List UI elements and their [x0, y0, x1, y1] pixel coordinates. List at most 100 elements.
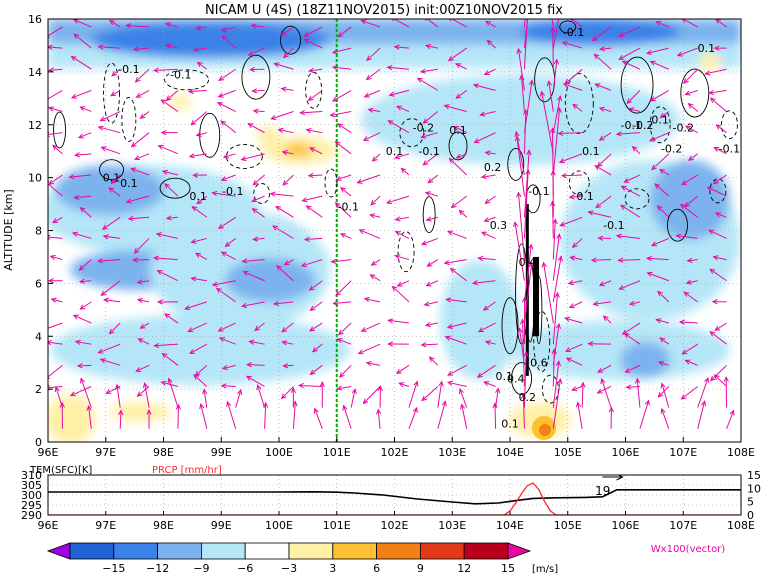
- wind-vector: [166, 90, 179, 101]
- colorbar-tick-label: −6: [237, 562, 253, 575]
- wind-vector-head: [74, 152, 81, 158]
- wind-vector-head: [615, 233, 622, 239]
- wind-vector-head: [680, 394, 687, 400]
- wind-vector: [709, 89, 727, 94]
- wind-vector: [591, 259, 612, 261]
- wind-vector: [48, 174, 63, 185]
- wind-vector: [654, 183, 670, 197]
- wind-vector: [361, 20, 381, 28]
- wind-vector-head: [394, 154, 401, 160]
- wind-vector: [515, 131, 525, 176]
- wind-vector: [572, 103, 583, 112]
- shade-orange-12: [284, 143, 312, 157]
- wind-vector: [332, 89, 352, 102]
- wind-vector-head: [657, 391, 664, 398]
- x-tick-label: 104E: [496, 446, 524, 459]
- wind-vector: [343, 405, 352, 429]
- wind-vector: [714, 147, 727, 155]
- wind-vector: [138, 338, 150, 345]
- wind-vector: [196, 26, 207, 30]
- wind-vector-head: [313, 407, 319, 414]
- wind-vector: [188, 322, 208, 332]
- wind-vector: [616, 235, 640, 239]
- wind-vector-head: [269, 191, 276, 197]
- wind-vector: [271, 111, 294, 120]
- wind-vector-head: [357, 349, 364, 355]
- wind-vector: [100, 358, 121, 366]
- wind-vector-head: [365, 360, 372, 367]
- wind-vector: [48, 26, 63, 37]
- wind-vector-head: [485, 20, 492, 26]
- lower-x-tick-label: 101E: [323, 519, 351, 532]
- wind-vector: [221, 35, 237, 49]
- wind-vector: [485, 21, 496, 28]
- wind-vector: [55, 387, 63, 408]
- wind-vector-head: [199, 403, 205, 410]
- x-tick-label: 102E: [381, 446, 409, 459]
- wind-vector: [484, 216, 496, 222]
- wind-vector-head: [623, 177, 630, 183]
- wind-vector-head: [528, 79, 535, 86]
- wind-vector-head: [681, 180, 688, 186]
- wind-vector: [333, 301, 352, 304]
- wind-vector: [226, 401, 237, 429]
- wind-vector: [597, 153, 612, 167]
- wind-vector-head: [648, 136, 655, 142]
- wind-vector: [394, 46, 409, 49]
- lower-x-tick-label: 105E: [554, 519, 582, 532]
- wind-vector: [461, 404, 468, 429]
- wind-vector: [270, 193, 294, 197]
- wind-vector: [336, 174, 352, 181]
- wind-vector: [421, 343, 438, 346]
- wind-vector: [660, 111, 670, 118]
- wind-vector-head: [133, 155, 141, 161]
- wind-vector-head: [395, 368, 402, 375]
- wind-vector-head: [339, 233, 347, 238]
- wind-vector: [335, 280, 352, 296]
- wind-vector-head: [568, 194, 575, 200]
- wind-vector: [137, 299, 150, 303]
- lower-x-tick-label: 103E: [438, 519, 466, 532]
- wind-vector-head: [301, 197, 308, 203]
- wind-vector: [483, 381, 496, 387]
- wind-vector-head: [651, 164, 657, 171]
- wind-vector-head: [420, 342, 427, 348]
- wind-vector: [216, 287, 236, 303]
- wind-vector: [221, 251, 236, 261]
- contour-label: -0.1: [563, 26, 584, 39]
- contour-label: -0.1: [603, 219, 624, 232]
- wind-vector-head: [567, 280, 574, 286]
- wind-vector-head: [683, 291, 690, 297]
- wind-vector: [495, 388, 499, 408]
- wind-vector-head: [516, 47, 522, 54]
- wind-vector-head: [136, 279, 143, 285]
- wind-vector-head: [211, 190, 218, 197]
- wind-vector: [520, 75, 525, 112]
- wind-vector-head: [202, 388, 208, 395]
- wind-vector: [102, 216, 121, 230]
- wind-vector-head: [460, 403, 466, 410]
- wind-vector-head: [412, 406, 418, 413]
- contour-label: -0.1: [338, 201, 359, 214]
- wind-vector-head: [443, 104, 450, 110]
- wind-vector-head: [618, 32, 625, 37]
- wind-vector: [78, 132, 92, 139]
- wind-vector: [619, 47, 641, 60]
- wind-vector-head: [676, 51, 683, 57]
- colorbar-tick-label: −15: [102, 562, 125, 575]
- contour-label: -0.2: [673, 121, 694, 134]
- wind-vector: [137, 280, 150, 284]
- wind-vector: [358, 343, 381, 355]
- wind-vector: [597, 386, 612, 394]
- wind-vector: [282, 174, 294, 186]
- wind-vector: [366, 47, 381, 61]
- wind-vector: [80, 106, 92, 112]
- wind-vector: [330, 111, 352, 116]
- wind-vector: [485, 341, 496, 345]
- wind-vector-head: [706, 186, 713, 192]
- shade-yellow-13: [700, 52, 720, 72]
- wind-vector-head: [108, 187, 115, 193]
- wind-vector-head: [608, 406, 614, 413]
- wind-vector-head: [190, 276, 197, 282]
- wind-vector-head: [250, 23, 257, 29]
